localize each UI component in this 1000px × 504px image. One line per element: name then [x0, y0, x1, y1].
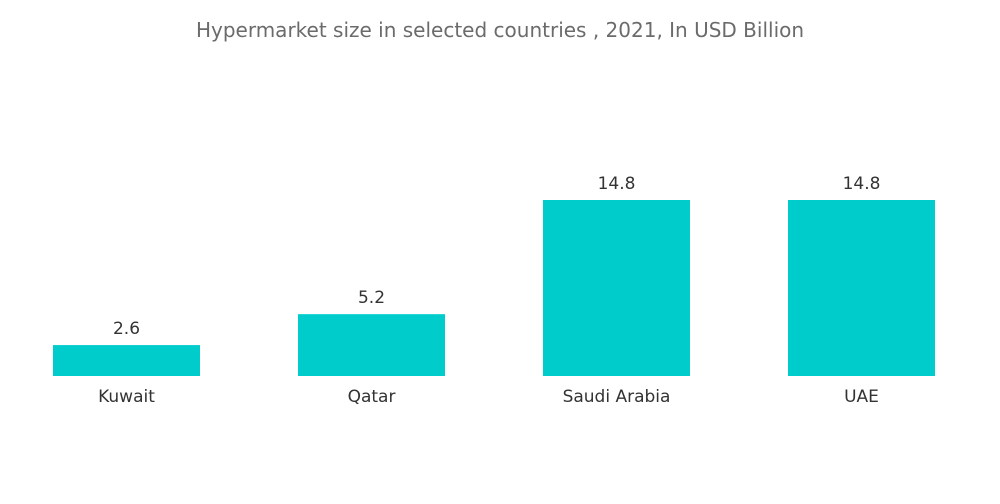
bar-saudi-arabia	[543, 200, 690, 376]
bar-uae	[788, 200, 935, 376]
value-label-saudi-arabia: 14.8	[598, 174, 636, 194]
category-label-qatar: Qatar	[348, 387, 396, 407]
value-label-qatar: 5.2	[358, 288, 385, 308]
category-labels-group: Kuwait Qatar Saudi Arabia UAE	[98, 387, 879, 407]
bar-qatar	[298, 314, 445, 376]
bar-kuwait	[53, 345, 200, 376]
category-label-kuwait: Kuwait	[98, 387, 155, 407]
bars-group	[53, 200, 935, 376]
category-label-saudi-arabia: Saudi Arabia	[563, 387, 671, 407]
value-labels-group: 2.6 5.2 14.8 14.8	[113, 174, 880, 339]
chart-title: Hypermarket size in selected countries ,…	[195, 18, 805, 42]
value-label-uae: 14.8	[843, 174, 881, 194]
value-label-kuwait: 2.6	[113, 319, 140, 339]
category-label-uae: UAE	[844, 387, 879, 407]
